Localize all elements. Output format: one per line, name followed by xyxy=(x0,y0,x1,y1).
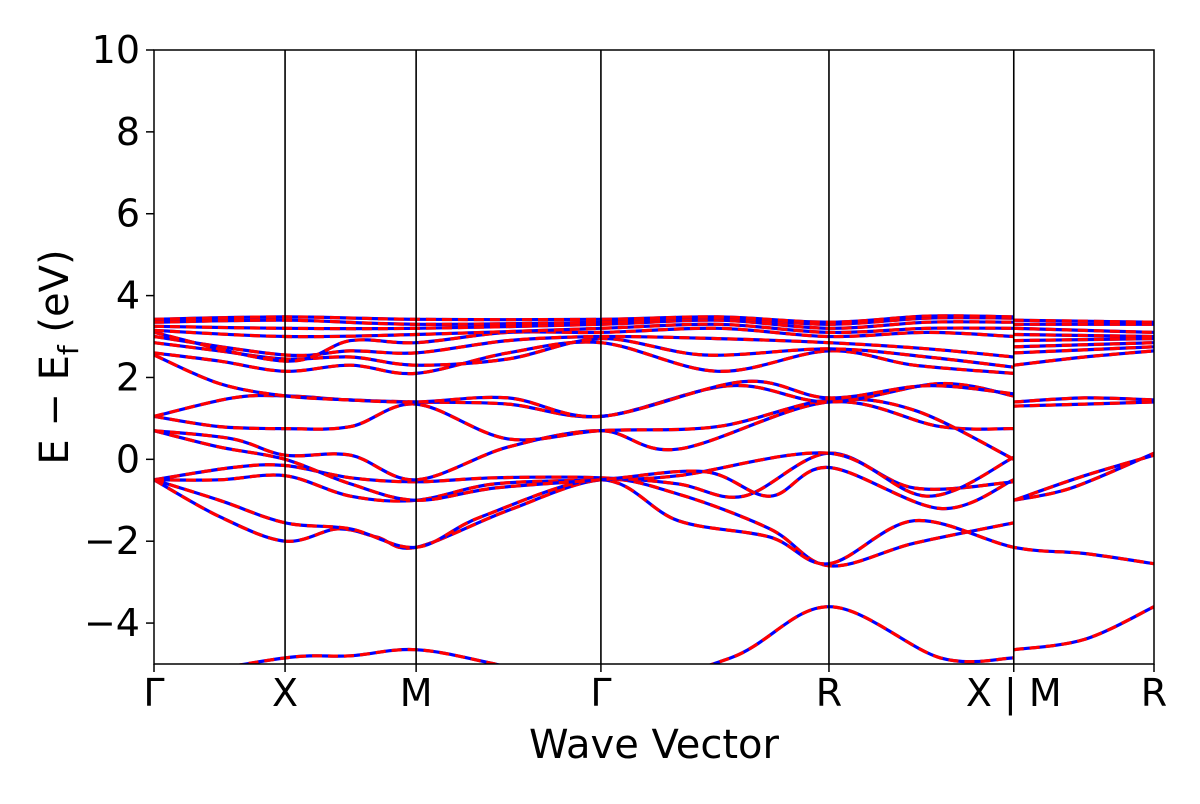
band-6-segment-0-spin-up xyxy=(154,400,1014,482)
band-0-segment-1-spin-down xyxy=(1013,605,1154,652)
band-7-segment-0-spin-down xyxy=(154,397,1015,461)
band-12-segment-1-spin-down xyxy=(1013,341,1154,349)
band-10-segment-0-spin-up xyxy=(154,340,1014,376)
band-11-segment-0-spin-up xyxy=(154,336,1014,369)
band-15-segment-0-spin-down xyxy=(154,318,1014,331)
band-2-segment-0-spin-up xyxy=(154,478,1154,566)
y-tick-label-0: −4 xyxy=(84,601,140,645)
band-13-segment-1-spin-down xyxy=(1013,337,1154,343)
band-11-segment-1-spin-down xyxy=(1013,345,1154,355)
y-tick-label-5: 6 xyxy=(116,192,140,236)
y-axis: −4 −2 0 2 4 6 8 10 xyxy=(84,28,154,645)
y-axis-label-unit: (eV) xyxy=(32,249,78,345)
band-6-segment-0-spin-down xyxy=(154,400,1014,482)
y-axis-label-sub: f xyxy=(52,344,85,355)
band-15-segment-1-spin-down xyxy=(1013,326,1154,334)
kpoint-lines xyxy=(284,50,1015,664)
band-8-segment-0-spin-down xyxy=(154,381,1015,419)
y-tick-label-7: 10 xyxy=(92,28,140,72)
x-tick-label-4: R xyxy=(816,671,842,715)
band-9-segment-1-spin-down xyxy=(1013,396,1154,404)
band-0-segment-0-spin-down xyxy=(236,605,1014,664)
band-9-segment-0-spin-up xyxy=(154,353,1014,419)
band-17-segment-0-spin-down xyxy=(154,314,1014,324)
band-5-segment-0-spin-up xyxy=(154,429,1015,511)
bands-layer xyxy=(154,314,1154,664)
y-axis-label: E − Ef (eV) xyxy=(32,249,85,464)
band-8-segment-0-spin-up xyxy=(154,381,1015,419)
y-tick-label-4: 4 xyxy=(116,274,140,318)
y-tick-label-2: 0 xyxy=(116,437,140,481)
x-axis: Γ X M Γ R X | M R xyxy=(143,664,1167,716)
band-4-segment-0-spin-down xyxy=(154,451,1015,503)
band-10-segment-1-spin-down xyxy=(1013,349,1154,367)
band-9-segment-0-spin-down xyxy=(154,353,1014,419)
band-5-segment-1-spin-down xyxy=(1013,453,1154,502)
x-tick-label-6: R xyxy=(1141,671,1167,715)
plot-frame xyxy=(153,49,1155,665)
x-tick-label-2: M xyxy=(400,671,433,715)
band-17-segment-1-spin-down xyxy=(1013,318,1154,324)
x-tick-label-1: X xyxy=(272,671,298,715)
band-16-segment-0-spin-down xyxy=(154,316,1014,326)
y-tick-label-3: 2 xyxy=(116,355,140,399)
y-tick-label-6: 8 xyxy=(116,110,140,154)
y-axis-label-main: E − E xyxy=(32,355,78,465)
x-tick-label-0: Γ xyxy=(143,671,164,715)
band-14-segment-0-spin-down xyxy=(154,322,1014,339)
band-5-segment-0-spin-down xyxy=(154,429,1015,511)
x-tick-label-5: X | M xyxy=(966,671,1062,716)
band-0-segment-1-spin-up xyxy=(1013,605,1154,652)
y-tick-label-1: −2 xyxy=(84,519,140,563)
band-2-segment-0-spin-down xyxy=(154,478,1154,566)
band-13-segment-0-spin-down xyxy=(154,326,1014,363)
x-tick-label-3: Γ xyxy=(590,671,611,715)
band-8-segment-1-spin-down xyxy=(1013,400,1154,408)
x-axis-label: Wave Vector xyxy=(529,722,780,768)
band-14-segment-1-spin-down xyxy=(1013,332,1154,339)
